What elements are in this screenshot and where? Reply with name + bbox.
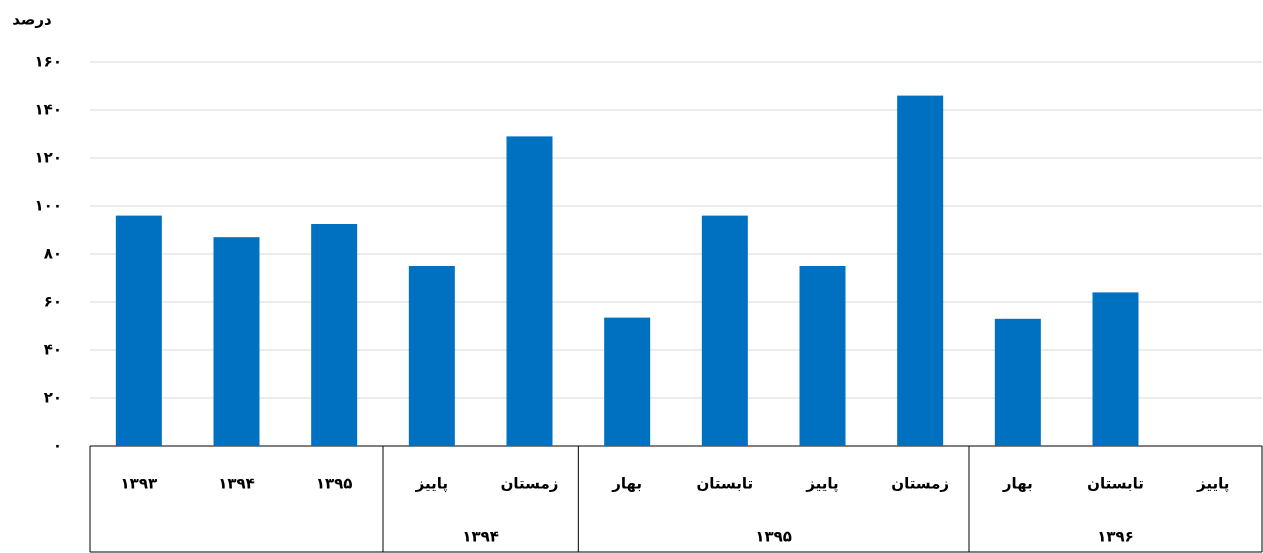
x-tick-label: ۱۳۹۳ (121, 475, 158, 493)
bar (213, 237, 260, 446)
bar (604, 317, 651, 446)
bar (506, 136, 553, 446)
y-tick-label: ۱۴۰ (35, 101, 62, 119)
bar (408, 266, 455, 446)
group-label: ۱۳۹۴ (462, 528, 499, 546)
y-tick-label: ۸۰ (44, 245, 62, 263)
y-tick-label: ۲۰ (44, 389, 62, 407)
x-tick-label: ۱۳۹۴ (218, 475, 255, 493)
bar (994, 318, 1041, 446)
y-axis-label: درصد (12, 11, 52, 29)
x-tick-label: تابستان (696, 475, 753, 493)
group-label: ۱۳۹۵ (755, 528, 792, 546)
x-tick-label: پاییز (805, 475, 838, 494)
x-tick-label: زمستان (891, 475, 949, 493)
group-label: ۱۳۹۶ (1097, 528, 1134, 546)
y-tick-label: ۶۰ (44, 293, 62, 311)
x-tick-label: پاییز (1196, 475, 1229, 494)
y-tick-label: ۱۰۰ (35, 197, 62, 215)
y-tick-label: ۱۶۰ (35, 53, 62, 71)
bar (115, 215, 162, 446)
x-tick-label: بهار (1002, 475, 1033, 493)
x-tick-label: پاییز (415, 475, 448, 494)
bar (897, 95, 944, 446)
bar (799, 266, 846, 446)
x-tick-label: ۱۳۹۵ (316, 475, 353, 493)
x-tick-label: زمستان (501, 475, 559, 493)
x-tick-label: تابستان (1087, 475, 1144, 493)
y-tick-label: ۰ (53, 437, 62, 455)
bar (1092, 292, 1139, 446)
y-tick-label: ۴۰ (44, 341, 62, 359)
x-tick-label: بهار (611, 475, 642, 493)
bar (701, 215, 748, 446)
bar (311, 224, 358, 446)
y-tick-label: ۱۲۰ (35, 149, 62, 167)
